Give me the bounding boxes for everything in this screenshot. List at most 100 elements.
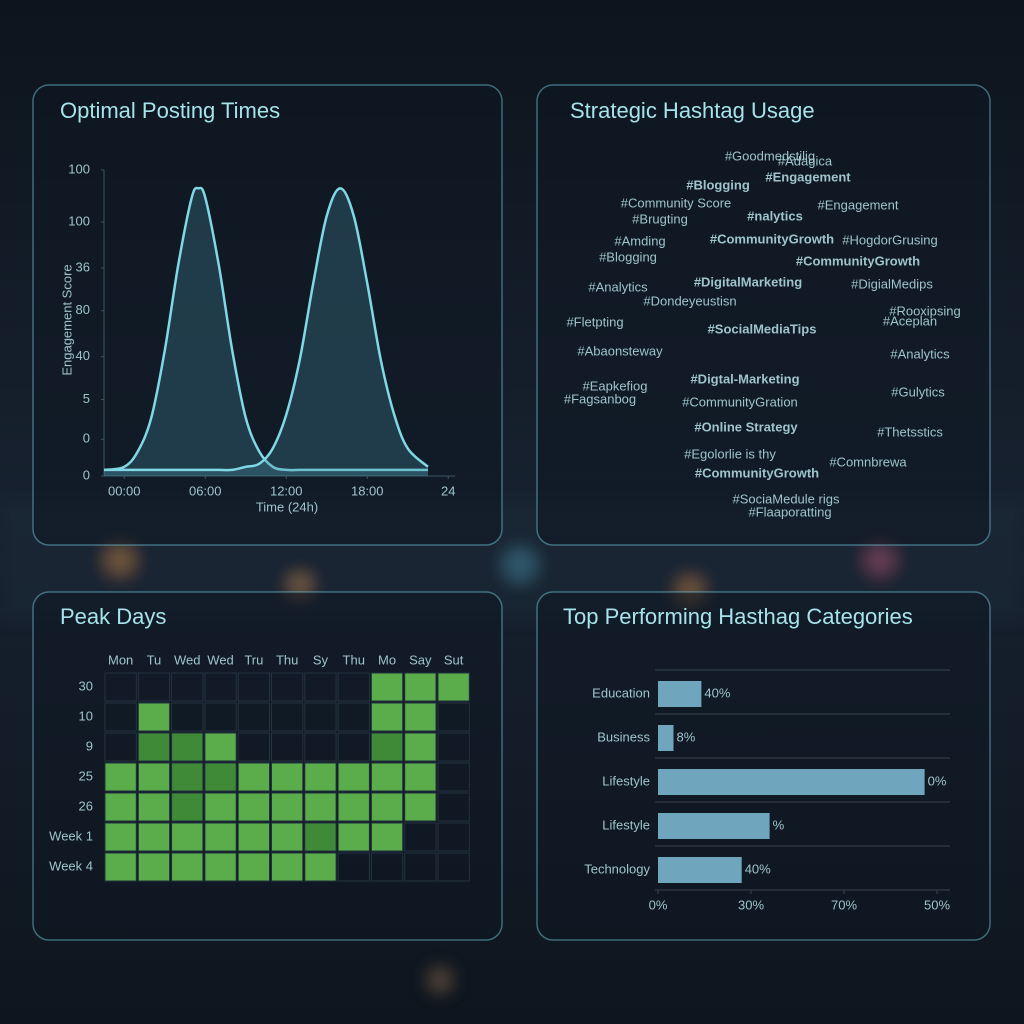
hashtag: #CommunityGrowth [710, 231, 834, 246]
row-label: Week 1 [49, 828, 93, 843]
cell [137, 672, 171, 702]
column-label: Thu [343, 652, 365, 667]
hashtag: #Brugting [632, 211, 688, 226]
y-tick-label: Business [597, 729, 650, 744]
bar [658, 769, 925, 795]
cell [171, 702, 204, 732]
light [106, 546, 134, 574]
y-tick-label: 0 [83, 431, 90, 446]
cell [104, 852, 137, 882]
y-tick-label: 80 [76, 302, 90, 317]
row-label: 30 [79, 678, 93, 693]
cell [404, 732, 437, 762]
hashtag: #Dondeyeustisn [643, 293, 736, 308]
y-tick-label: 36 [76, 259, 90, 274]
cell [171, 792, 204, 822]
cell [370, 672, 404, 702]
cell [137, 852, 171, 882]
row-label: 25 [79, 768, 93, 783]
light [290, 575, 310, 595]
cell [437, 792, 470, 822]
cell [104, 672, 137, 702]
cell [104, 762, 137, 792]
cell [171, 852, 204, 882]
cell [304, 792, 337, 822]
cell [204, 822, 237, 852]
panel [536, 591, 991, 941]
hashtag: #Digtal-Marketing [690, 371, 799, 386]
cell [370, 822, 404, 852]
cell [137, 792, 171, 822]
x-axis-label: Time (24h) [256, 499, 318, 514]
y-tick-label: 100 [68, 213, 90, 228]
column-label: Mo [378, 652, 396, 667]
value-label: 40% [745, 861, 771, 876]
cell [171, 672, 204, 702]
cell [337, 852, 370, 882]
panel-title: Optimal Posting Times [60, 98, 280, 123]
y-tick-label: Education [592, 685, 650, 700]
light [866, 546, 894, 574]
area [104, 188, 428, 477]
cell [104, 702, 137, 732]
column-label: Tru [244, 652, 263, 667]
x-tick-label: 70% [831, 897, 857, 912]
cell [337, 732, 370, 762]
cell [437, 672, 470, 702]
cell [271, 762, 304, 792]
row-label: 10 [79, 708, 93, 723]
hashtag: #Goodmedstilig [725, 148, 815, 163]
cell [271, 822, 304, 852]
x-tick-label: 12:00 [270, 483, 303, 498]
bar [658, 725, 674, 751]
cell [237, 822, 270, 852]
cell [370, 702, 404, 732]
column-label: Say [409, 652, 432, 667]
hashtag: #Abaonsteway [577, 343, 663, 358]
bar [658, 681, 702, 707]
cell [204, 852, 237, 882]
hashtag: #DigitalMarketing [694, 274, 802, 289]
cell [271, 792, 304, 822]
cell [271, 672, 304, 702]
row-label: 9 [86, 738, 93, 753]
cell [237, 702, 270, 732]
light [426, 966, 454, 994]
cell [237, 672, 270, 702]
cell [404, 822, 437, 852]
cell [437, 852, 470, 882]
light [504, 549, 536, 581]
cell [337, 822, 370, 852]
y-tick-label: Technology [584, 861, 650, 876]
x-tick-label: 18:00 [351, 483, 384, 498]
panel-title: Peak Days [60, 604, 166, 629]
cell [304, 762, 337, 792]
hashtag: #Analytics [890, 346, 950, 361]
bar [658, 813, 770, 839]
x-tick-label: 24 [441, 483, 455, 498]
line [104, 187, 429, 472]
cell [237, 732, 270, 762]
hashtag: #Egolorlie is thy [684, 446, 776, 461]
cell [171, 822, 204, 852]
cell [304, 702, 337, 732]
cell [237, 852, 270, 882]
line [103, 186, 428, 472]
cell [171, 732, 204, 762]
hashtag: #Thetsstics [877, 424, 943, 439]
hashtag: #CommunityGrowth [796, 253, 920, 268]
cell [104, 822, 137, 852]
row-label: Week 4 [49, 858, 93, 873]
value-label: 8% [677, 729, 696, 744]
cell [104, 792, 137, 822]
cell [271, 852, 304, 882]
cell [404, 852, 437, 882]
hashtag: #Community Score [621, 195, 732, 210]
cell [370, 762, 404, 792]
cell [337, 762, 370, 792]
hashtag: #DigialMedips [851, 276, 933, 291]
cell [271, 702, 304, 732]
column-label: Sy [313, 652, 329, 667]
hashtag: #Comnbrewa [829, 454, 907, 469]
column-label: Tu [147, 652, 162, 667]
